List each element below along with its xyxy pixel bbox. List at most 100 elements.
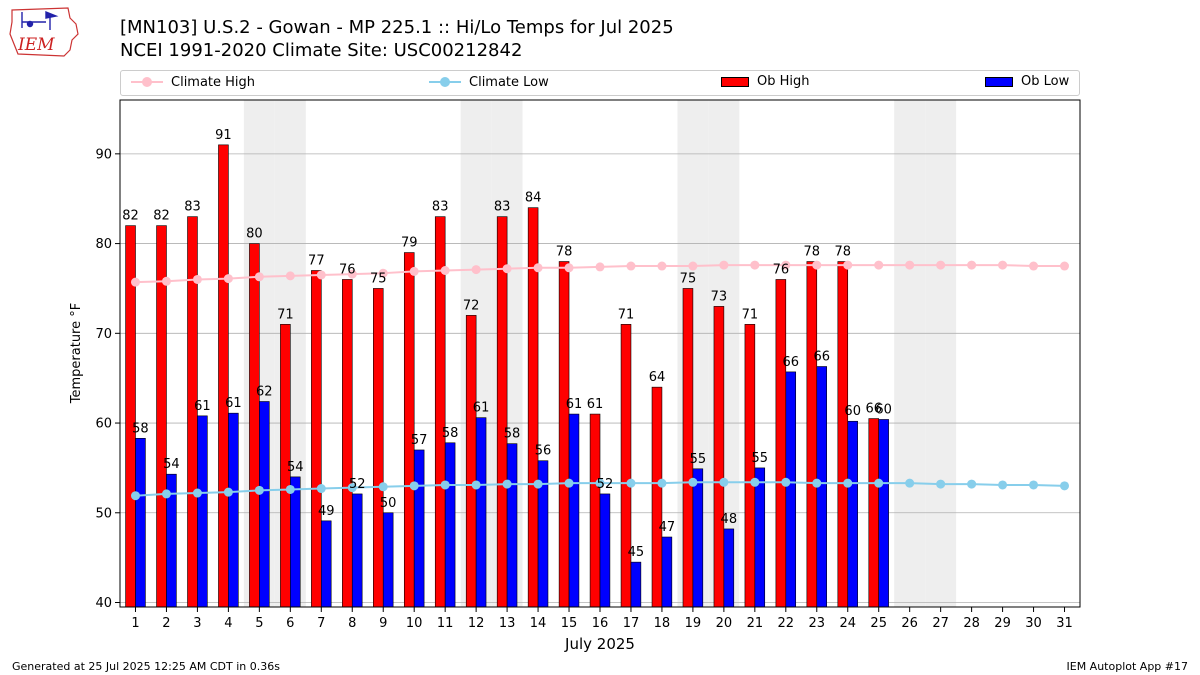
climate-high-point (595, 262, 605, 272)
y-tick-label: 50 (95, 506, 112, 521)
climate-low-point (626, 478, 636, 488)
climate-low-point (781, 477, 791, 487)
bars (125, 144, 889, 608)
climate-high-point (874, 260, 884, 270)
climate-high-point (626, 261, 636, 271)
ob-high-bar-label: 75 (680, 271, 697, 286)
ob-high-bar (775, 279, 787, 608)
climate-low-point (967, 479, 977, 489)
ob-low-bar (785, 371, 797, 608)
weather-station-icon (21, 10, 59, 30)
ob-low-bar (630, 561, 642, 608)
ob-high-bar (342, 279, 353, 608)
x-tick-label: 11 (437, 616, 454, 631)
ob-high-bar (249, 243, 260, 608)
ob-low-bar-label: 47 (659, 520, 676, 535)
x-tick-label: 8 (348, 616, 356, 631)
ob-low-bar (506, 443, 518, 608)
ob-low-bar (723, 528, 735, 608)
legend-line-icon (429, 74, 461, 90)
climate-low-point (843, 478, 853, 488)
ob-high-bar-label: 83 (432, 200, 449, 215)
legend-item-ob-low: Ob Low (985, 74, 1069, 92)
climate-high-point (905, 260, 915, 270)
climate-high-point (533, 263, 543, 273)
ob-high-bar (465, 315, 477, 608)
ob-low-bar-label: 50 (380, 496, 397, 511)
climate-low-point (905, 478, 915, 488)
ob-low-bar (599, 493, 611, 608)
climate-low-point (1029, 480, 1039, 490)
climate-low-point (347, 483, 357, 493)
x-tick-label: 22 (778, 616, 795, 631)
generated-timestamp: Generated at 25 Jul 2025 12:25 AM CDT in… (12, 660, 280, 673)
climate-low-point (161, 489, 171, 499)
x-tick-label: 13 (499, 616, 516, 631)
legend-item-climate-high: Climate High (131, 74, 255, 92)
ob-high-bar (868, 418, 880, 608)
climate-low-point (998, 480, 1008, 490)
climate-high-point (502, 264, 512, 274)
climate-high-point (688, 261, 698, 271)
ob-high-bar-label: 71 (618, 307, 635, 322)
y-tick-label: 60 (95, 417, 112, 432)
ob-low-bar-label: 52 (597, 477, 614, 492)
ob-low-bar (444, 442, 456, 608)
ob-low-bar (382, 512, 394, 608)
ob-low-bar (692, 468, 704, 608)
x-tick-label: 27 (932, 616, 949, 631)
climate-high-point (130, 277, 140, 287)
app-label: IEM Autoplot App #17 (1066, 660, 1189, 673)
x-tick-label: 24 (839, 616, 856, 631)
x-tick-label: 9 (379, 616, 387, 631)
ob-low-bar (290, 476, 301, 608)
y-tick-label: 70 (95, 327, 112, 342)
ob-high-bar-label: 77 (308, 253, 325, 268)
x-tick-label: 12 (468, 616, 485, 631)
ob-high-bar-label: 78 (835, 245, 852, 260)
ob-high-bar (620, 324, 632, 608)
climate-high-point (967, 260, 977, 270)
ob-low-bar (878, 419, 889, 608)
ob-high-bar-label: 79 (401, 236, 418, 251)
x-tick-label: 14 (530, 616, 547, 631)
ob-high-bar-label: 83 (494, 200, 511, 215)
ob-low-bar (320, 520, 332, 608)
x-tick-label: 18 (654, 616, 671, 631)
climate-low-point (440, 480, 450, 490)
climate-low-point (285, 484, 295, 494)
x-tick-label: 29 (994, 616, 1011, 631)
ob-high-bar (434, 216, 446, 608)
ob-high-bar (218, 144, 229, 608)
x-tick-label: 17 (623, 616, 640, 631)
legend-label: Climate Low (469, 74, 549, 90)
climate-high-point (843, 260, 853, 270)
iowa-outline (9, 7, 79, 57)
ob-high-bar (589, 413, 601, 608)
climate-high-point (471, 265, 481, 275)
climate-low-point (750, 477, 760, 487)
ob-high-bar-label: 66 (865, 402, 882, 417)
y-tick-label: 90 (95, 147, 112, 162)
climate-high-point (564, 263, 574, 273)
climate-high-point (347, 269, 357, 279)
ob-high-bar-label: 73 (711, 289, 728, 304)
climate-low-point (936, 479, 946, 489)
ob-low-bar (661, 536, 673, 608)
x-tick-label: 7 (317, 616, 325, 631)
climate-low-point (657, 478, 667, 488)
climate-high-point (1060, 261, 1070, 271)
ob-high-bar-label: 84 (525, 191, 542, 206)
climate-high-point (409, 266, 419, 276)
ob-high-bar (403, 252, 415, 608)
ob-high-bar-label: 82 (122, 209, 139, 224)
ob-low-bar (228, 412, 239, 608)
climate-low-point (378, 482, 388, 492)
ob-high-bar-label: 64 (649, 370, 666, 385)
ob-high-bar (713, 306, 725, 608)
x-tick-label: 1 (131, 616, 139, 631)
x-tick-label: 16 (592, 616, 609, 631)
legend-line-icon (131, 74, 163, 90)
chart-subtitle: NCEI 1991-2020 Climate Site: USC00212842 (120, 40, 523, 61)
